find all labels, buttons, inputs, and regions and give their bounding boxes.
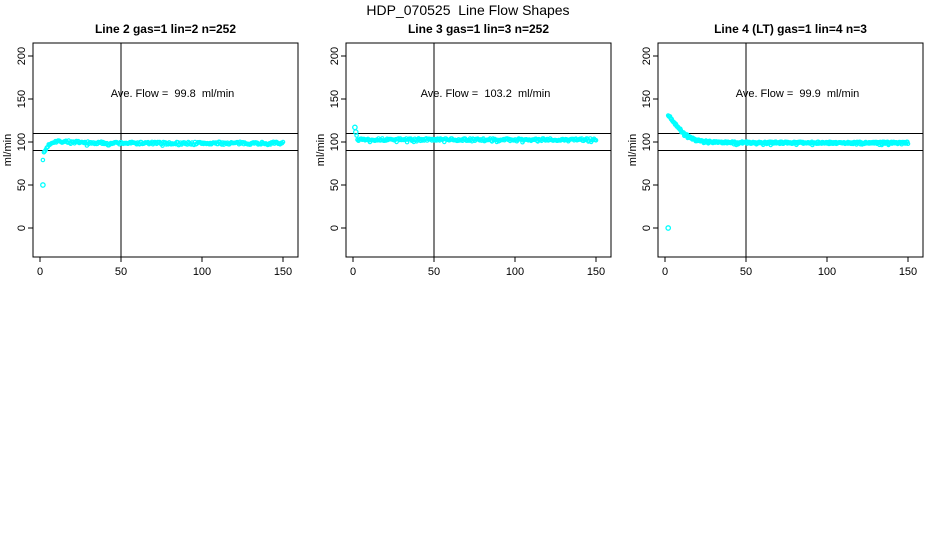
- y-tick-label: 200: [16, 47, 28, 65]
- data-point: [40, 157, 46, 163]
- y-tick-label: 0: [329, 225, 341, 231]
- panel-line-4-ave-flow-annotation: Ave. Flow = 99.9 ml/min: [735, 88, 860, 100]
- panel-line-4: Line 4 (LT) gas=1 lin=4 n=3 0 50 100 150 0 50…: [625, 0, 936, 300]
- y-tick-label: 200: [641, 47, 653, 65]
- panel-line-2-plot-area: 0 50 100 150 0 50 100 150 200 ml/min: [2, 42, 299, 278]
- y-axis-label: ml/min: [627, 134, 639, 166]
- x-tick-label: 150: [899, 266, 917, 278]
- y-tick-label: 0: [16, 225, 28, 231]
- y-tick-label: 100: [641, 133, 653, 151]
- outlier-point: [352, 129, 359, 135]
- x-tick-label: 50: [740, 266, 752, 278]
- x-tick-label: 50: [428, 266, 440, 278]
- x-tick-label: 150: [274, 266, 292, 278]
- y-axis-label: ml/min: [315, 134, 327, 166]
- x-tick-label: 100: [818, 266, 836, 278]
- y-tick-label: 150: [329, 90, 341, 108]
- panel-line-4-plot-area: 0 50 100 150 0 50 100 150 200 ml/min: [627, 42, 924, 278]
- panel-line-3-title: Line 3 gas=1 lin=3 n=252: [407, 22, 550, 36]
- data-point: [905, 141, 911, 147]
- panel-line-4-title: Line 4 (LT) gas=1 lin=4 n=3: [714, 22, 867, 36]
- x-tick-label: 0: [350, 266, 356, 278]
- outlier-point: [352, 124, 358, 131]
- x-tick-label: 100: [193, 266, 211, 278]
- figure-title: HDP_070525 Line Flow Shapes: [366, 2, 570, 18]
- y-tick-label: 50: [329, 179, 341, 191]
- panel-line-2-ave-flow-annotation: Ave. Flow = 99.8 ml/min: [110, 88, 235, 100]
- panel-line-2-title: Line 2 gas=1 lin=2 n=252: [94, 22, 237, 36]
- panel-line-3: Line 3 gas=1 lin=3 n=252 0 50 100 150 0 50 100…: [313, 0, 625, 300]
- x-tick-label: 0: [662, 266, 668, 278]
- x-tick-label: 50: [115, 266, 127, 278]
- panel-line-2: Line 2 gas=1 lin=2 n=252 0 50 100 150 0 50 100…: [0, 0, 312, 300]
- plot-box: [657, 42, 924, 258]
- panel-line-3-plot-area: 0 50 100 150 0 50 100 150 200 ml/min: [315, 42, 612, 278]
- data-point: [280, 139, 286, 145]
- x-tick-label: 0: [37, 266, 43, 278]
- y-tick-label: 200: [329, 47, 341, 65]
- y-tick-label: 100: [16, 133, 28, 151]
- y-tick-label: 50: [16, 179, 28, 191]
- y-tick-label: 100: [329, 133, 341, 151]
- y-tick-label: 50: [641, 179, 653, 191]
- x-tick-label: 150: [587, 266, 605, 278]
- y-tick-label: 0: [641, 225, 653, 231]
- y-tick-label: 150: [16, 90, 28, 108]
- data-point: [593, 138, 599, 143]
- outlier-point: [40, 182, 46, 188]
- plot-box: [345, 42, 612, 258]
- y-axis-label: ml/min: [2, 134, 14, 166]
- panel-line-3-ave-flow-annotation: Ave. Flow = 103.2 ml/min: [420, 88, 551, 100]
- y-tick-label: 150: [641, 90, 653, 108]
- plot-box: [32, 42, 299, 258]
- outlier-point: [665, 225, 672, 231]
- x-tick-label: 100: [506, 266, 524, 278]
